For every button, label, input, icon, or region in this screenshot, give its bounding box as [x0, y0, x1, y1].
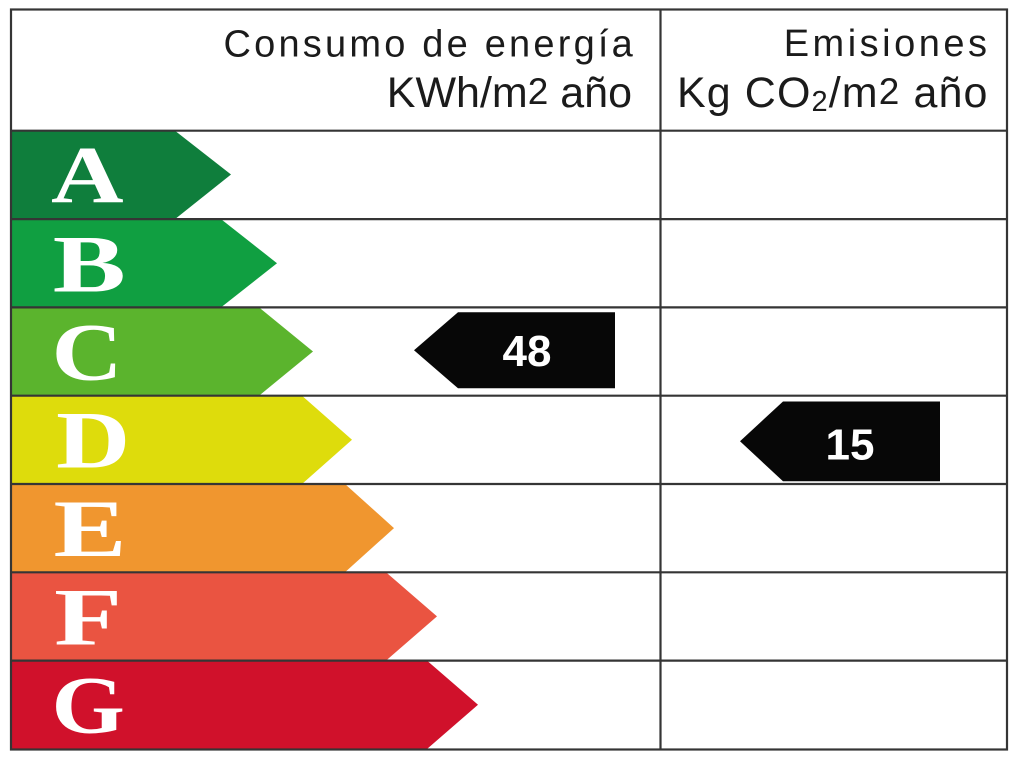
svg-text:KWh/m2 año: KWh/m2 año [387, 69, 632, 117]
svg-text:48: 48 [503, 327, 552, 376]
svg-text:Consumo de energía: Consumo de energía [224, 24, 637, 66]
svg-text:Emisiones: Emisiones [784, 23, 991, 65]
svg-text:C: C [52, 306, 123, 397]
svg-text:E: E [54, 483, 127, 574]
svg-text:G: G [52, 660, 125, 751]
svg-text:Kg CO2/m2 año: Kg CO2/m2 año [677, 69, 989, 118]
svg-text:B: B [53, 219, 126, 310]
svg-text:F: F [54, 571, 122, 662]
svg-text:D: D [56, 395, 130, 486]
svg-text:15: 15 [826, 421, 875, 470]
svg-text:A: A [51, 130, 124, 221]
